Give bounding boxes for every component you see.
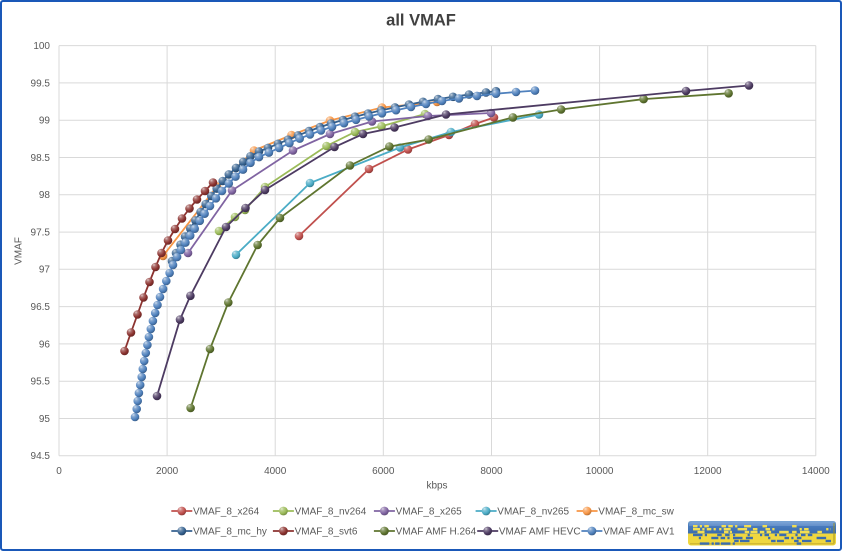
svg-text:96: 96 [39, 339, 51, 350]
svg-text:98.5: 98.5 [31, 153, 51, 164]
svg-text:VMAF: VMAF [14, 237, 25, 265]
svg-text:VMAF AMF AV1: VMAF AMF AV1 [603, 526, 675, 537]
svg-text:4000: 4000 [264, 466, 287, 477]
svg-text:97.5: 97.5 [31, 228, 51, 239]
svg-text:6000: 6000 [372, 466, 395, 477]
svg-text:97: 97 [39, 265, 51, 276]
svg-text:10000: 10000 [586, 466, 614, 477]
svg-text:VMAF_8_nv264: VMAF_8_nv264 [295, 506, 367, 517]
svg-text:12000: 12000 [694, 466, 722, 477]
svg-text:94.5: 94.5 [31, 451, 51, 462]
svg-text:99: 99 [39, 116, 51, 127]
svg-text:VMAF AMF HEVC: VMAF AMF HEVC [499, 526, 581, 537]
svg-text:VMAF_8_nv265: VMAF_8_nv265 [497, 506, 569, 517]
svg-text:98: 98 [39, 190, 51, 201]
svg-text:95.5: 95.5 [31, 377, 51, 388]
svg-text:VMAF AMF H.264: VMAF AMF H.264 [396, 526, 477, 537]
svg-text:95: 95 [39, 414, 51, 425]
svg-text:kbps: kbps [426, 481, 447, 492]
svg-text:VMAF_8_x264: VMAF_8_x264 [193, 506, 260, 517]
svg-text:all VMAF: all VMAF [386, 12, 456, 30]
svg-text:14000: 14000 [802, 466, 830, 477]
svg-text:100: 100 [33, 41, 50, 52]
svg-text:96.5: 96.5 [31, 302, 51, 313]
svg-text:0: 0 [56, 466, 62, 477]
svg-text:VMAF_8_x265: VMAF_8_x265 [396, 506, 463, 517]
svg-text:VMAF_8_mc_sw: VMAF_8_mc_sw [598, 506, 674, 517]
svg-text:VMAF_8_mc_hy: VMAF_8_mc_hy [193, 526, 267, 537]
svg-text:VMAF_8_svt6: VMAF_8_svt6 [295, 526, 358, 537]
svg-text:2000: 2000 [156, 466, 179, 477]
svg-text:8000: 8000 [480, 466, 503, 477]
svg-text:99.5: 99.5 [31, 78, 51, 89]
